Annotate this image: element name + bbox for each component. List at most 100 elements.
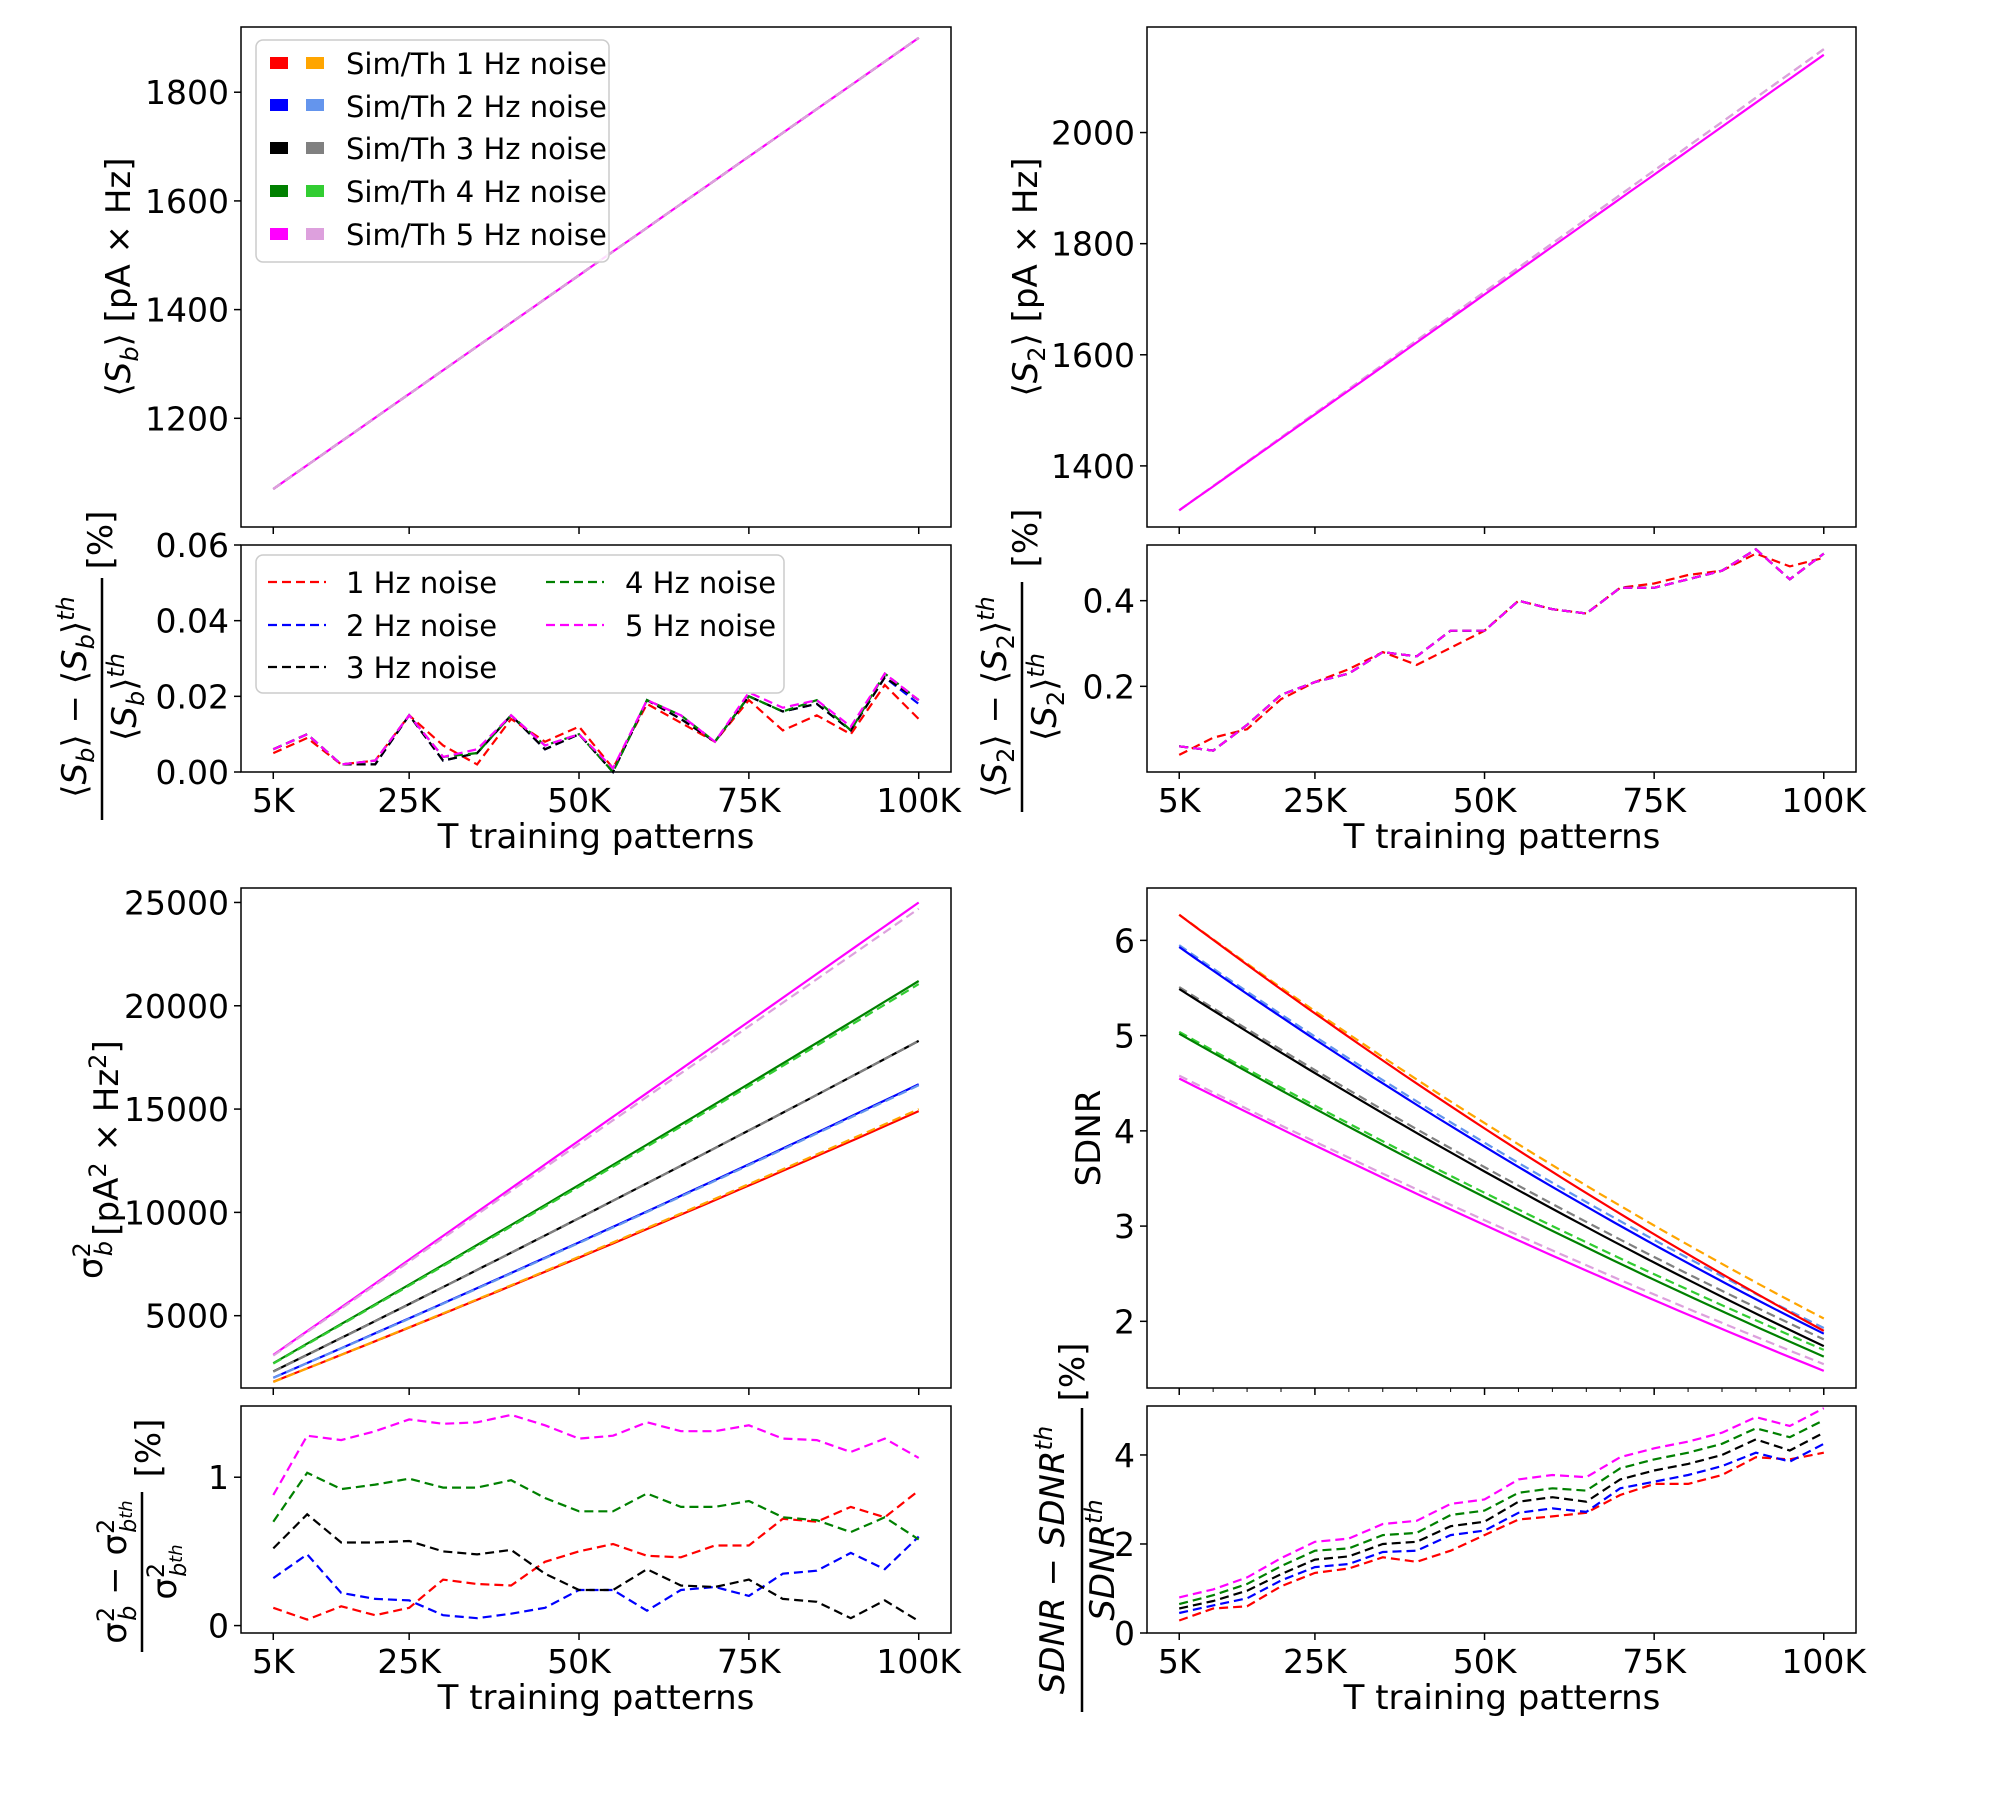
y-tick-label: 1400 (145, 291, 229, 330)
legend-top-label-4: Sim/Th 4 Hz noise (346, 175, 607, 209)
y-tick-label: 20000 (124, 987, 229, 1026)
ylabel-sb-ratio-pct: [%] (81, 511, 121, 570)
legend-top-label-5: Sim/Th 5 Hz noise (346, 218, 607, 252)
x-tick-label: 75K (1622, 781, 1687, 820)
series-th-line (272, 1084, 920, 1379)
ratio-series-line (1178, 1407, 1825, 1599)
ylabel-sdnr-ratio-den: SDNRth (1080, 1499, 1123, 1620)
ylabel-var-sigma: σ2b (68, 1241, 118, 1279)
ylabel-var-ratio-den: σ2bth (142, 1544, 192, 1599)
x-tick-label: 50K (547, 1642, 612, 1681)
x-tick-label: 50K (547, 781, 612, 820)
legend-th-swatch (306, 185, 324, 197)
y-tick-label: 2 (1114, 1302, 1135, 1341)
y-tick-label: 1400 (1051, 447, 1135, 486)
x-tick-label: 100K (1781, 781, 1867, 820)
legend-top-label-3: Sim/Th 3 Hz noise (346, 132, 607, 166)
y-tick-label: 0.06 (156, 526, 229, 565)
xlabel-var: T training patterns (437, 1678, 755, 1718)
series-th-line (1178, 913, 1825, 1320)
y-tick-label: 0.02 (156, 677, 229, 716)
ratio-series-line (1178, 1419, 1825, 1606)
ratio-series-line (272, 675, 920, 774)
x-tick-label: 25K (1283, 1642, 1348, 1681)
ratio-series-line (1178, 1431, 1825, 1610)
ylabel-sb-ratio-num: ⟨Sb⟩ − ⟨Sb⟩th (52, 596, 100, 797)
legend-th-swatch (306, 142, 324, 154)
ylabel-s2-ratio-num: ⟨S2⟩ − ⟨S2⟩th (972, 596, 1020, 798)
axes-s2-ratio (1146, 544, 1857, 773)
y-tick-label: 0.2 (1083, 667, 1135, 706)
y-tick-label: 25000 (124, 883, 229, 922)
legend-sim-swatch (270, 185, 288, 197)
y-tick-label: 0.00 (156, 753, 229, 792)
legend-th-swatch (306, 228, 324, 240)
x-tick-label: 100K (876, 1642, 962, 1681)
x-tick-label: 5K (252, 781, 296, 820)
axes-sb-main (240, 26, 952, 528)
y-tick-label: 4 (1114, 1436, 1135, 1475)
series-th-line (272, 983, 920, 1365)
series-sim-line (1178, 913, 1825, 1332)
xlabel-sdnr: T training patterns (1343, 1678, 1661, 1718)
y-tick-label: 4 (1114, 1112, 1135, 1151)
y-tick-label: 5000 (145, 1297, 229, 1336)
ylabel-var-ratio-num: σ2b − σ2bth (92, 1500, 142, 1643)
legend-top: Sim/Th 1 Hz noise Sim/Th 2 Hz noise Sim/… (255, 39, 610, 263)
ylabel-var-main: [pA2 × Hz2] (84, 1040, 127, 1235)
y-tick-label: 15000 (124, 1090, 229, 1129)
series-th-line (272, 1108, 920, 1384)
x-tick-label: 5K (1158, 781, 1202, 820)
axes-s2-main (1146, 26, 1857, 528)
legend-sim-swatch (270, 142, 288, 154)
xlabel-s2: T training patterns (1343, 817, 1661, 857)
series-sim-line (1178, 988, 1825, 1348)
x-tick-label: 50K (1453, 781, 1518, 820)
y-tick-label: 0 (1114, 1614, 1135, 1653)
ylabel-sb-ratio-den: ⟨Sb⟩th (102, 653, 150, 741)
y-tick-label: 2000 (1051, 114, 1135, 153)
ratio-series-line (1178, 552, 1825, 756)
ratio-series-line (1178, 1451, 1825, 1622)
y-tick-label: 1200 (145, 399, 229, 438)
ylabel-sdnr-ratio-pct: [%] (1053, 1343, 1093, 1402)
ratio-series-line (1178, 1442, 1825, 1615)
x-tick-label: 5K (252, 1642, 296, 1681)
series-sim-line (1178, 53, 1825, 512)
series-th-line (272, 1039, 920, 1373)
ylabel-var-ratio-pct: [%] (129, 1419, 169, 1478)
x-tick-label: 5K (1158, 1642, 1202, 1681)
x-tick-label: 25K (1283, 781, 1348, 820)
x-tick-label: 75K (717, 1642, 782, 1681)
x-tick-label: 100K (1781, 1642, 1867, 1681)
ylabel-sb-main: ⟨Sb⟩ [pA × Hz] (99, 157, 144, 396)
axes-sb-ratio (240, 544, 952, 773)
ylabel-s2-main: ⟨S2⟩ [pA × Hz] (1006, 157, 1051, 396)
y-tick-label: 0.4 (1083, 582, 1135, 621)
xlabel-sb: T training patterns (437, 817, 755, 857)
series-th-line (1178, 1074, 1825, 1366)
series-sim-line (1178, 1077, 1825, 1372)
legend-ratio-label-3: 3 Hz noise (346, 651, 497, 685)
series-th-line (1178, 944, 1825, 1329)
series-sim-line (272, 980, 920, 1365)
series-sim-line (272, 901, 920, 1356)
y-tick-label: 0.04 (156, 602, 229, 641)
ratio-series-line (1179, 547, 1825, 752)
legend-ratio-label-5: 5 Hz noise (625, 609, 776, 643)
y-tick-label: 0 (208, 1607, 229, 1646)
ylabel-sdnr-main: SDNR (1069, 1090, 1109, 1187)
y-tick-label: 3 (1114, 1207, 1135, 1246)
ratio-series-line (272, 671, 920, 771)
x-tick-label: 25K (377, 1642, 442, 1681)
legend-top-label-1: Sim/Th 1 Hz noise (346, 47, 607, 81)
axes-sdnr-main (1146, 887, 1857, 1389)
ratio-series-line (272, 1512, 920, 1623)
ylabel-s2-ratio-den: ⟨S2⟩th (1022, 653, 1070, 741)
axes-var-main (240, 887, 952, 1389)
y-tick-label: 6 (1114, 921, 1135, 960)
ratio-series-line (1179, 547, 1825, 752)
legend-ratio-label-1: 1 Hz noise (346, 566, 497, 600)
ylabel-s2-ratio-pct: [%] (1006, 509, 1046, 568)
